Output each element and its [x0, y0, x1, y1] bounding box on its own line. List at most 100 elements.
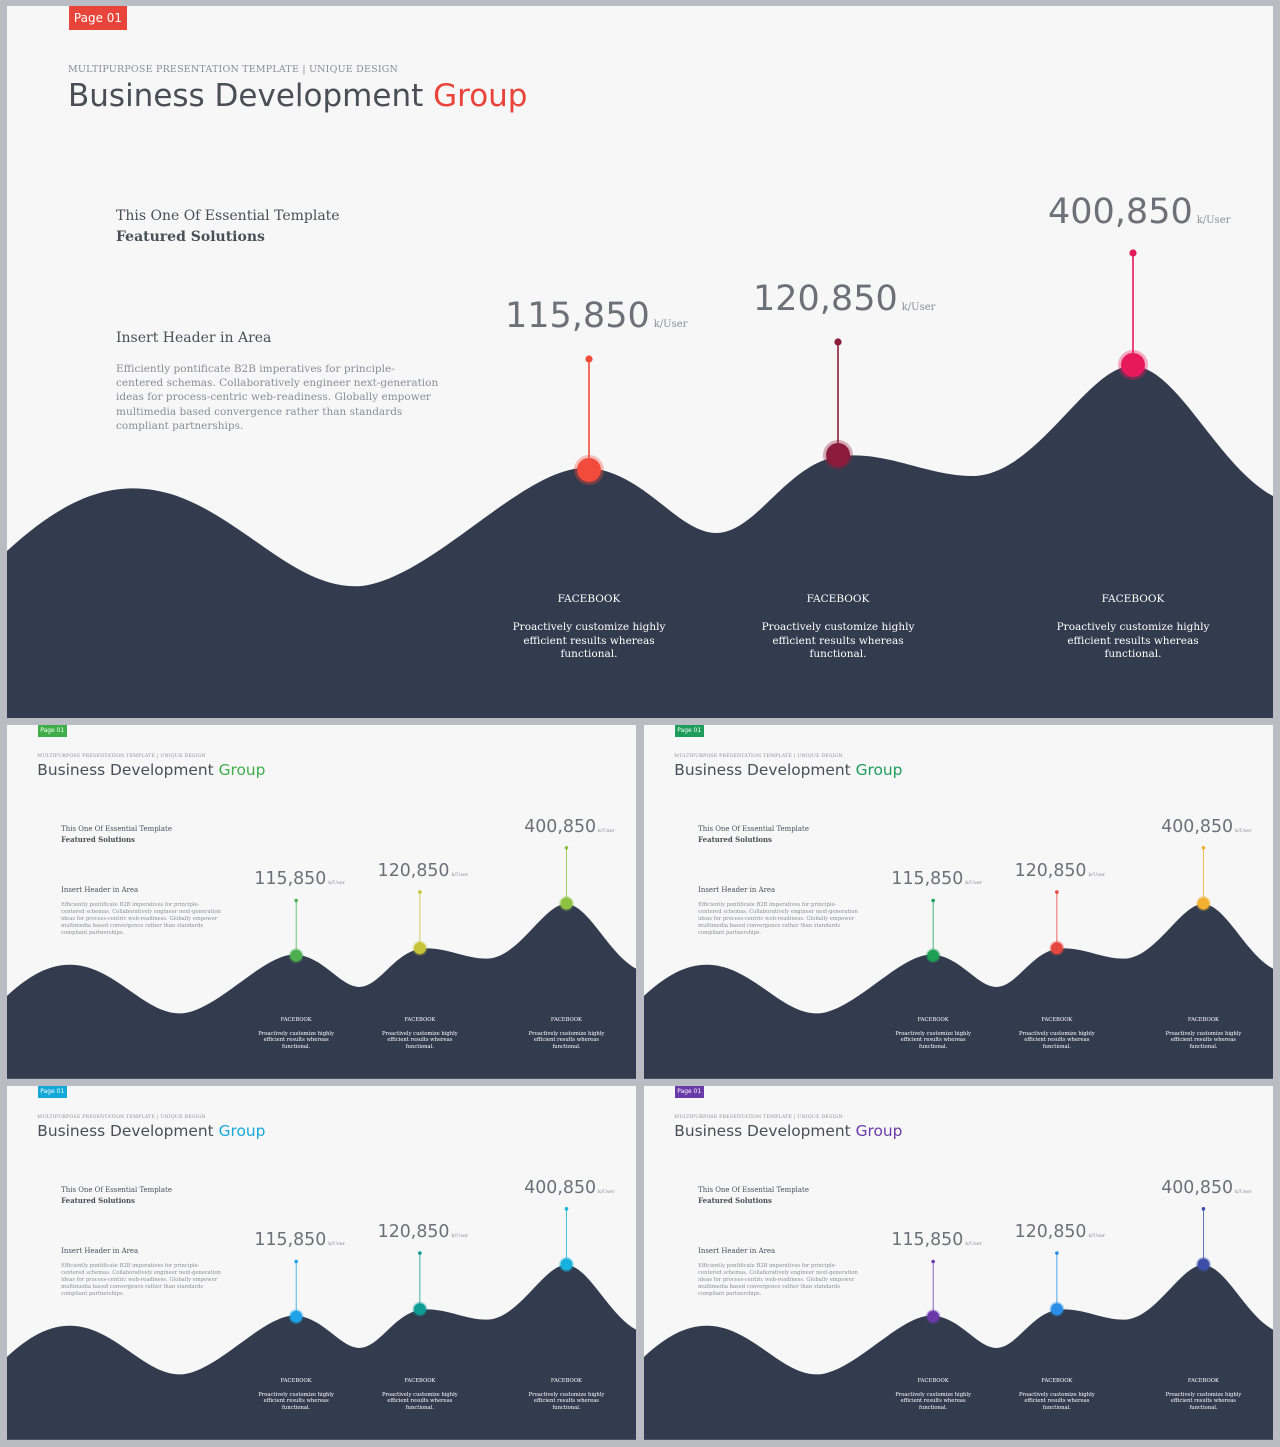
stat-label: FACEBOOK	[280, 1377, 312, 1384]
stat-unit: k/User	[901, 302, 936, 313]
title-main: Business Development	[68, 78, 434, 114]
title-main: Business Development	[674, 1121, 856, 1140]
stat-value: 115,850 k/User	[891, 1230, 982, 1250]
stat-value: 115,850 k/User	[505, 296, 687, 336]
page-tag: Page 01	[674, 725, 704, 737]
page-title: Business Development Group	[674, 1122, 902, 1140]
marker-dot	[413, 1303, 426, 1316]
subtitle: MULTIPURPOSE PRESENTATION TEMPLATE | UNI…	[674, 1114, 843, 1120]
intro-line: This One Of Essential Template	[116, 208, 340, 224]
stat-unit: k/User	[598, 828, 615, 835]
stat-value: 120,850 k/User	[1015, 861, 1106, 881]
stat-unit: k/User	[328, 1241, 345, 1248]
marker-dot	[290, 949, 303, 962]
stat-number: 400,850	[1161, 817, 1234, 838]
title-accent: Group	[218, 760, 266, 779]
wave-shape	[7, 366, 1273, 718]
stat-number: 120,850	[753, 279, 898, 319]
stat-description: Proactively customize highly efficient r…	[895, 1391, 971, 1412]
page-title: Business Development Group	[68, 78, 528, 114]
stat-value: 400,850 k/User	[1161, 1178, 1252, 1198]
stat-description: Proactively customize highly efficient r…	[895, 1030, 971, 1051]
subtitle: MULTIPURPOSE PRESENTATION TEMPLATE | UNI…	[68, 64, 399, 75]
wave-shape	[644, 1264, 1273, 1440]
stat-label: FACEBOOK	[1041, 1377, 1073, 1384]
title-accent: Group	[433, 78, 528, 114]
body-text: Efficiently pontificate B2B imperatives …	[61, 1262, 221, 1297]
stat-number: 115,850	[891, 1230, 964, 1251]
intro-block: This One Of Essential Template Featured S…	[61, 1185, 172, 1206]
marker-dot	[560, 897, 573, 910]
stat-label: FACEBOOK	[917, 1377, 949, 1384]
marker-dot	[1050, 942, 1063, 955]
intro-block: This One Of Essential Template Featured S…	[698, 1185, 809, 1206]
marker-dot	[1050, 1303, 1063, 1316]
stat-label: FACEBOOK	[1101, 593, 1165, 605]
slide-teal: Page 01 MULTIPURPOSE PRESENTATION TEMPLAT…	[644, 725, 1273, 1079]
wave-chart	[7, 1207, 636, 1440]
page-title: Business Development Group	[37, 761, 265, 779]
insert-header: Insert Header in Area	[61, 885, 139, 894]
stat-value: 400,850 k/User	[1048, 192, 1230, 232]
stat-description: Proactively customize highly efficient r…	[528, 1391, 605, 1412]
stat-number: 120,850	[377, 860, 450, 881]
title-main: Business Development	[674, 760, 856, 779]
pin-dot	[418, 890, 422, 894]
wave-chart	[644, 1207, 1273, 1440]
stat-label: FACEBOOK	[404, 1377, 436, 1384]
intro-block: This One Of Essential Template Featured S…	[116, 206, 340, 248]
subtitle: MULTIPURPOSE PRESENTATION TEMPLATE | UNI…	[37, 753, 206, 759]
title-main: Business Development	[37, 760, 219, 779]
intro-featured: Featured Solutions	[698, 1195, 772, 1205]
pin-dot	[564, 846, 569, 850]
stat-value: 120,850 k/User	[378, 1222, 469, 1242]
stat-description: Proactively customize highly efficient r…	[382, 1391, 458, 1412]
stat-number: 400,850	[1048, 192, 1193, 232]
title-accent: Group	[218, 1121, 266, 1140]
body-text: Efficiently pontificate B2B imperatives …	[116, 363, 439, 432]
stat-value: 120,850 k/User	[753, 279, 935, 319]
stat-description: Proactively customize highly efficient r…	[1165, 1391, 1242, 1412]
stat-unit: k/User	[965, 1241, 982, 1248]
pin-dot	[1201, 846, 1206, 850]
pin-dot	[564, 1207, 569, 1211]
marker-dot	[560, 1258, 573, 1271]
stat-number: 120,850	[1014, 1221, 1087, 1242]
intro-line: This One Of Essential Template	[698, 825, 809, 834]
slide-blue: Page 01 MULTIPURPOSE PRESENTATION TEMPLAT…	[7, 1086, 636, 1440]
marker-dot	[1197, 1258, 1210, 1271]
body-text: Efficiently pontificate B2B imperatives …	[61, 901, 221, 936]
wave-chart	[7, 846, 636, 1079]
stat-label: FACEBOOK	[404, 1016, 436, 1023]
stat-unit: k/User	[598, 1189, 615, 1196]
pin-dot	[1129, 249, 1137, 257]
pin-dot	[834, 338, 842, 346]
stat-description: Proactively customize highly efficient r…	[258, 1030, 334, 1051]
subtitle: MULTIPURPOSE PRESENTATION TEMPLATE | UNI…	[674, 753, 843, 759]
page-title: Business Development Group	[674, 761, 902, 779]
marker-dot	[290, 1310, 303, 1323]
title-accent: Group	[855, 1121, 903, 1140]
intro-block: This One Of Essential Template Featured S…	[698, 824, 809, 845]
stat-unit: k/User	[451, 1232, 469, 1239]
stat-description: Proactively customize highly efficient r…	[528, 1030, 605, 1051]
stat-unit: k/User	[965, 880, 982, 887]
wave-shape	[7, 903, 636, 1079]
pin-dot	[294, 898, 298, 903]
stat-description: Proactively customize highly efficient r…	[1056, 621, 1210, 661]
pin-dot	[1055, 890, 1059, 894]
body-text: Efficiently pontificate B2B imperatives …	[698, 1262, 858, 1297]
page-tag: Page 01	[674, 1086, 704, 1098]
pin-dot	[418, 1251, 422, 1255]
insert-header: Insert Header in Area	[698, 1246, 776, 1255]
pin-dot	[1055, 1251, 1059, 1255]
stat-unit: k/User	[1088, 1232, 1106, 1239]
intro-featured: Featured Solutions	[698, 834, 772, 844]
insert-header: Insert Header in Area	[698, 885, 776, 894]
stat-label: FACEBOOK	[806, 593, 870, 605]
wave-chart	[7, 249, 1273, 718]
intro-line: This One Of Essential Template	[698, 1186, 809, 1195]
marker-dot	[1197, 897, 1210, 910]
stat-value: 120,850 k/User	[378, 861, 469, 881]
pin-dot	[294, 1259, 298, 1264]
